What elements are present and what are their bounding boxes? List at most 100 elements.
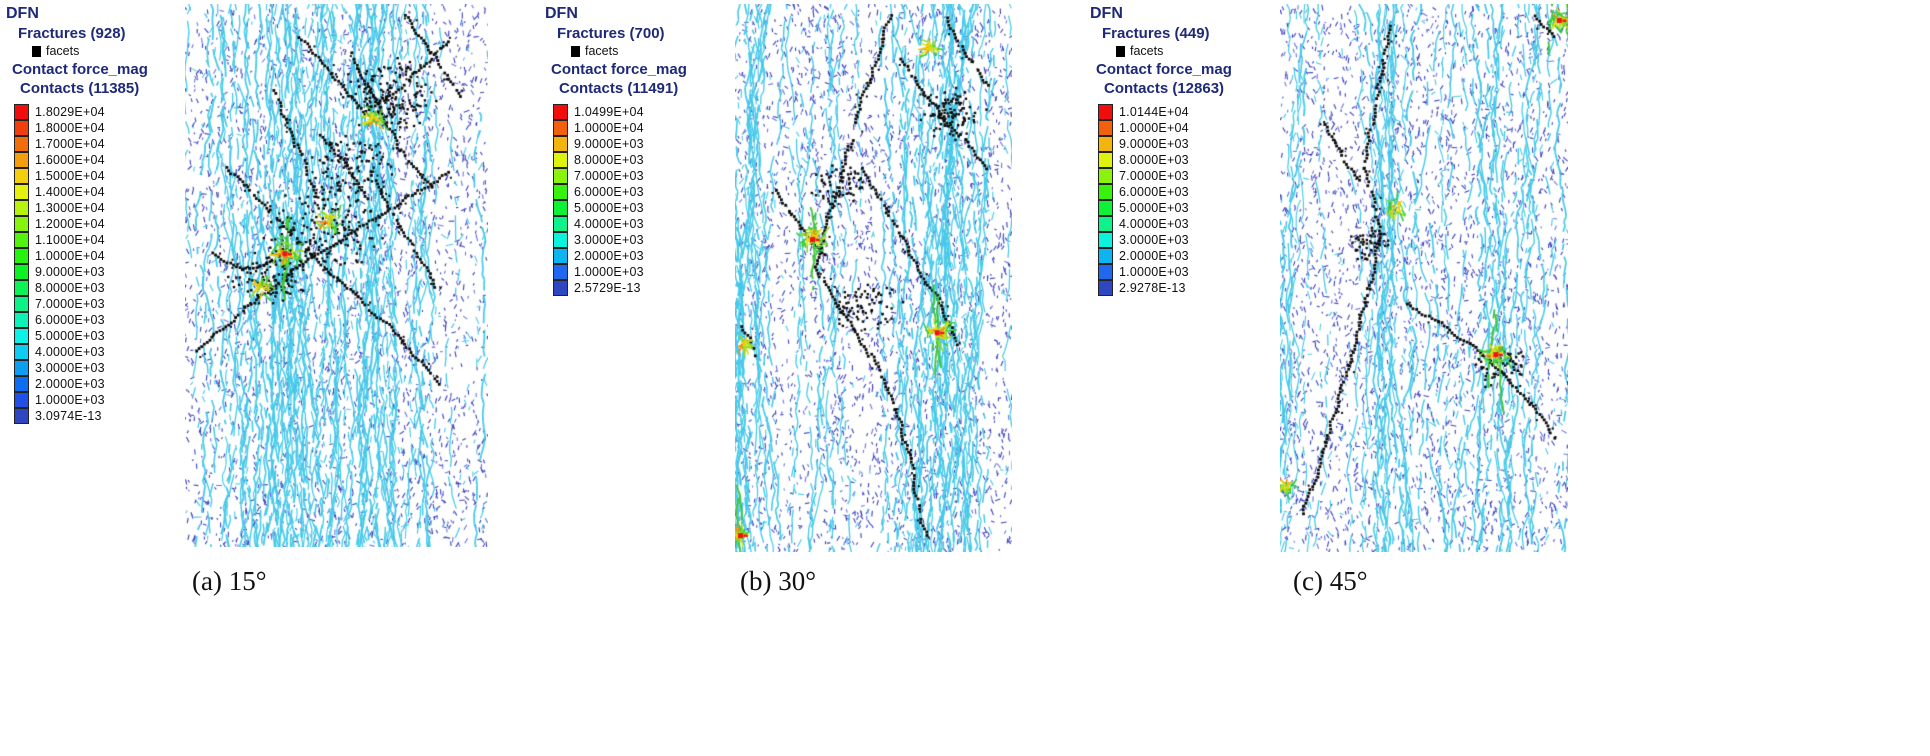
- legend-scale-value: 1.0000E+04: [35, 249, 105, 263]
- legend-scale-row: 2.5729E-13: [553, 279, 723, 296]
- legend-color-chip: [14, 375, 29, 392]
- panel-30deg: DFN Fractures (700) facets Contact force…: [545, 0, 1090, 756]
- legend-scale-row: 1.4000E+04: [14, 183, 184, 200]
- legend-color-chip: [553, 183, 568, 200]
- legend-scale-row: 2.0000E+03: [14, 375, 184, 392]
- facets-row: facets: [32, 43, 184, 60]
- legend-color-chip: [14, 311, 29, 328]
- facets-row: facets: [571, 43, 723, 60]
- legend-scale-value: 2.0000E+03: [35, 377, 105, 391]
- caption-b: (b) 30°: [740, 566, 817, 596]
- legend-scale-value: 1.0144E+04: [1119, 105, 1189, 119]
- legend-scale-value: 2.9278E-13: [1119, 281, 1186, 295]
- legend-color-chip: [1098, 135, 1113, 152]
- legend-scale-value: 1.0000E+04: [1119, 121, 1189, 135]
- legend-scale-row: 5.0000E+03: [553, 199, 723, 216]
- legend-scale-row: 7.0000E+03: [14, 295, 184, 312]
- legend-scale-value: 1.0000E+03: [574, 265, 644, 279]
- legend-scale-value: 3.0000E+03: [35, 361, 105, 375]
- legend-scale-value: 5.0000E+03: [574, 201, 644, 215]
- legend-scale-row: 6.0000E+03: [14, 311, 184, 328]
- legend-color-chip: [14, 407, 29, 424]
- legend-color-chip: [553, 263, 568, 280]
- legend-scale-value: 1.0499E+04: [574, 105, 644, 119]
- legend-scale-value: 1.7000E+04: [35, 137, 105, 151]
- legend-color-chip: [14, 104, 29, 120]
- legend-scale-value: 6.0000E+03: [1119, 185, 1189, 199]
- legend-scale-value: 1.2000E+04: [35, 217, 105, 231]
- facet-swatch-icon: [571, 46, 580, 57]
- legend-scale-row: 1.3000E+04: [14, 199, 184, 216]
- legend-scale-row: 8.0000E+03: [14, 279, 184, 296]
- legend-color-chip: [553, 151, 568, 168]
- legend-scale-row: 1.0144E+04: [1098, 104, 1268, 120]
- legend-color-chip: [553, 247, 568, 264]
- legend-color-chip: [14, 263, 29, 280]
- legend-color-chip: [1098, 151, 1113, 168]
- legend-15deg: DFN Fractures (928) facets Contact force…: [6, 4, 184, 424]
- legend-scale-value: 7.0000E+03: [574, 169, 644, 183]
- legend-scale-row: 3.0000E+03: [553, 231, 723, 248]
- legend-color-chip: [14, 279, 29, 296]
- fracture-network-plot-45deg: [1280, 4, 1568, 552]
- fracture-network-plot-15deg: [185, 4, 488, 547]
- legend-scale-row: 1.8000E+04: [14, 119, 184, 136]
- legend-scale-row: 1.5000E+04: [14, 167, 184, 184]
- legend-scale-row: 2.0000E+03: [553, 247, 723, 264]
- fracture-network-plot-30deg: [735, 4, 1012, 552]
- legend-color-chip: [1098, 263, 1113, 280]
- legend-scale-value: 9.0000E+03: [1119, 137, 1189, 151]
- legend-scale-value: 1.4000E+04: [35, 185, 105, 199]
- legend-scale-value: 4.0000E+03: [35, 345, 105, 359]
- legend-color-chip: [1098, 215, 1113, 232]
- legend-color-chip: [14, 183, 29, 200]
- legend-scale-value: 2.0000E+03: [1119, 249, 1189, 263]
- legend-color-chip: [14, 247, 29, 264]
- facets-row: facets: [1116, 43, 1268, 60]
- legend-scale-value: 1.5000E+04: [35, 169, 105, 183]
- legend-scale-value: 7.0000E+03: [1119, 169, 1189, 183]
- legend-scale-value: 2.5729E-13: [574, 281, 641, 295]
- legend-scale-row: 6.0000E+03: [1098, 183, 1268, 200]
- legend-color-chip: [14, 343, 29, 360]
- legend-color-chip: [14, 295, 29, 312]
- legend-scale-row: 3.0000E+03: [1098, 231, 1268, 248]
- legend-color-chip: [553, 135, 568, 152]
- legend-color-chip: [14, 167, 29, 184]
- legend-color-chip: [1098, 104, 1113, 120]
- legend-scale-row: 9.0000E+03: [553, 135, 723, 152]
- legend-color-chip: [14, 359, 29, 376]
- facets-label: facets: [585, 44, 619, 58]
- legend-scale-value: 1.0000E+03: [1119, 265, 1189, 279]
- legend-scale-row: 1.6000E+04: [14, 151, 184, 168]
- legend-scale-row: 7.0000E+03: [1098, 167, 1268, 184]
- legend-scale-row: 9.0000E+03: [14, 263, 184, 280]
- contacts-count: Contacts (11385): [20, 80, 140, 97]
- legend-color-chip: [553, 119, 568, 136]
- legend-color-chip: [1098, 199, 1113, 216]
- legend-scale-row: 1.0000E+03: [553, 263, 723, 280]
- legend-color-chip: [553, 167, 568, 184]
- legend-color-chip: [14, 391, 29, 408]
- legend-scale-row: 4.0000E+03: [1098, 215, 1268, 232]
- legend-scale-row: 1.0000E+04: [553, 119, 723, 136]
- contacts-count: Contacts (12863): [1104, 80, 1225, 97]
- caption-a: (a) 15°: [192, 566, 267, 596]
- legend-scale-value: 9.0000E+03: [35, 265, 105, 279]
- color-scale: 1.8029E+04 1.8000E+04 1.7000E+04 1.6000E+04…: [14, 104, 184, 424]
- legend-scale-value: 8.0000E+03: [1119, 153, 1189, 167]
- legend-title: DFN: [545, 5, 578, 22]
- color-scale: 1.0144E+04 1.0000E+04 9.0000E+03 8.0000E+03…: [1098, 104, 1268, 296]
- legend-scale-row: 4.0000E+03: [553, 215, 723, 232]
- legend-color-chip: [553, 104, 568, 120]
- legend-scale-row: 5.0000E+03: [14, 327, 184, 344]
- legend-color-chip: [553, 199, 568, 216]
- legend-30deg: DFN Fractures (700) facets Contact force…: [545, 4, 723, 296]
- legend-color-chip: [14, 199, 29, 216]
- legend-scale-value: 1.8000E+04: [35, 121, 105, 135]
- contact-force-label: Contact force_mag: [551, 61, 687, 78]
- legend-title: DFN: [1090, 5, 1123, 22]
- legend-scale-value: 3.0974E-13: [35, 409, 102, 423]
- legend-scale-row: 1.0000E+03: [14, 391, 184, 408]
